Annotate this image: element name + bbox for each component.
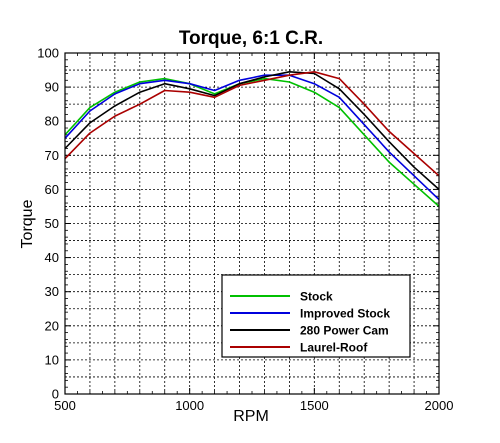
- y-tick-label: 40: [45, 250, 59, 265]
- series-line-stock: [64, 77, 440, 207]
- series-line-improved-stock: [64, 74, 440, 201]
- legend-label-stock: Stock: [300, 290, 333, 304]
- chart-title: Torque, 6:1 C.R.: [179, 28, 323, 49]
- y-axis-label: Torque: [19, 199, 36, 248]
- y-tick-label: 70: [45, 148, 59, 163]
- series-line-laurel-roof: [64, 71, 440, 177]
- series-line-280-power-cam: [64, 71, 440, 190]
- y-tick-label: 0: [52, 387, 59, 402]
- y-tick-label: 90: [45, 80, 59, 95]
- tick-labels: 500 1000 1500 2000 0 10 20 30 40 50 60 70 80 90 100: [37, 46, 453, 414]
- legend-label-improved-stock: Improved Stock: [300, 307, 390, 321]
- legend-box: [221, 274, 411, 358]
- y-tick-label: 20: [45, 318, 59, 333]
- y-tick-label: 50: [45, 216, 59, 231]
- y-tick-label: 10: [45, 352, 59, 367]
- legend: Stock Improved Stock 280 Power Cam Laurel-R…: [221, 274, 411, 358]
- series-lines: [64, 71, 440, 207]
- x-tick-label: 1500: [300, 398, 329, 413]
- y-tick-label: 60: [45, 182, 59, 197]
- y-tick-label: 30: [45, 284, 59, 299]
- plot-frame: [64, 52, 440, 395]
- x-tick-label: 1000: [175, 398, 204, 413]
- legend-label-280-power-cam: 280 Power Cam: [300, 324, 389, 338]
- x-tick-label: 500: [54, 398, 76, 413]
- x-tick-label: 2000: [425, 398, 454, 413]
- y-tick-label: 80: [45, 114, 59, 129]
- y-tick-label: 100: [37, 46, 59, 61]
- x-axis-label: RPM: [233, 408, 269, 425]
- legend-label-laurel-roof: Laurel-Roof: [300, 341, 368, 355]
